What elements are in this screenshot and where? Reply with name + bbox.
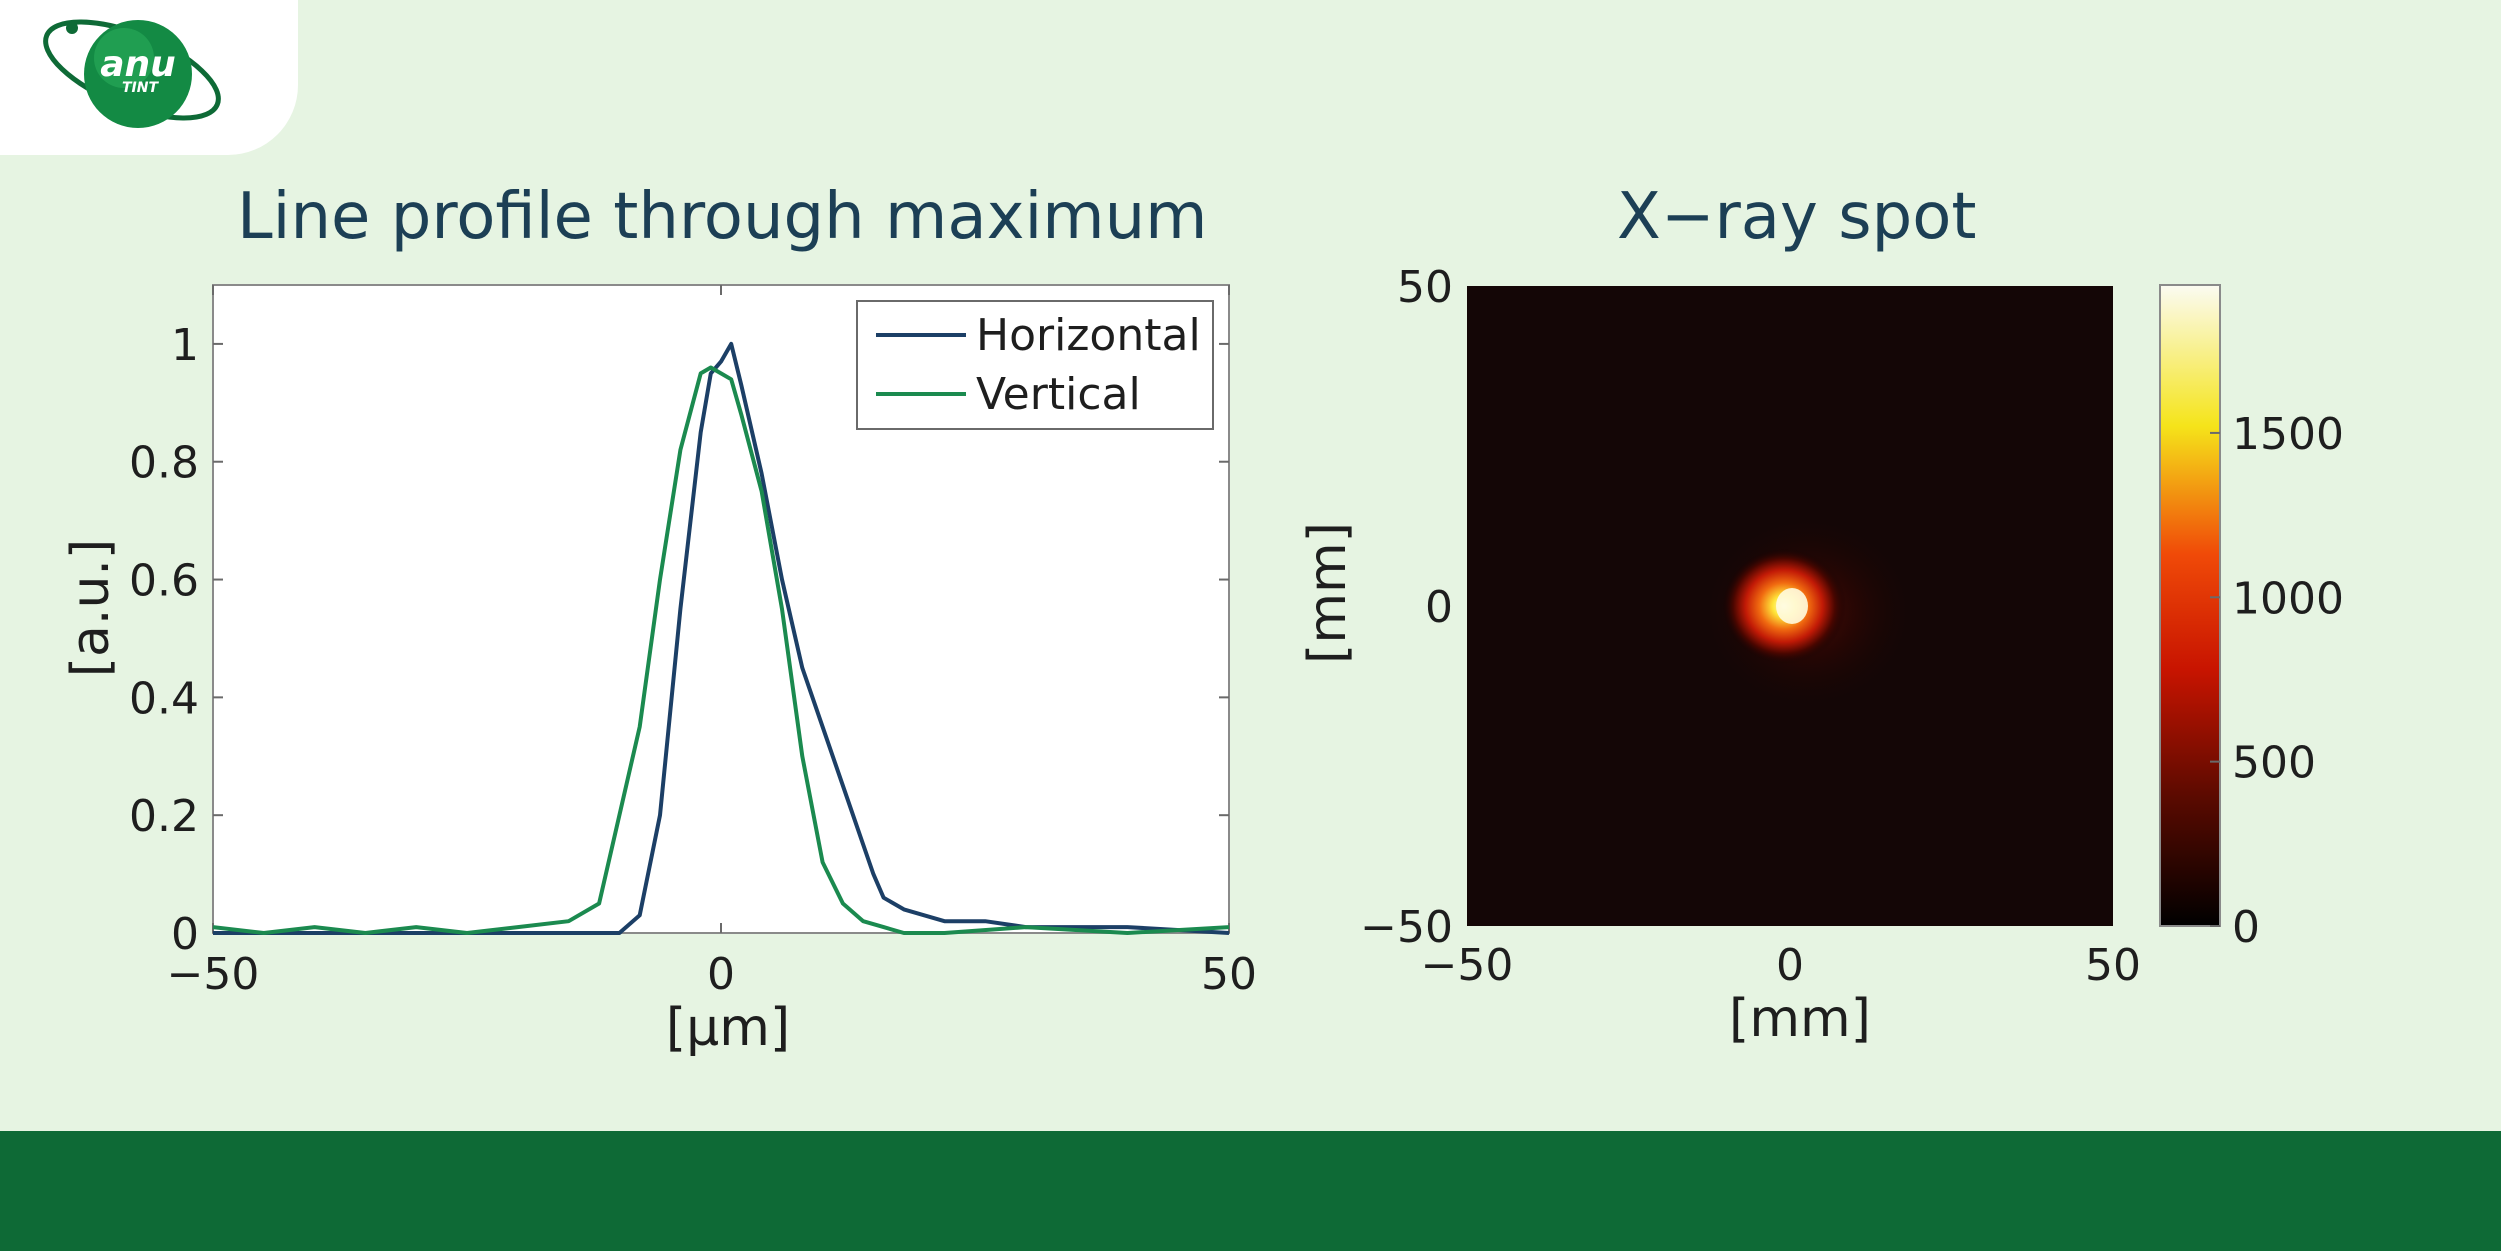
y-tick-label: 0.6 — [129, 556, 199, 607]
anu-tint-logo: anu TINT — [43, 19, 221, 128]
x-tick-label: 50 — [1201, 949, 1257, 1000]
colorbar-ticks: 0 500 1000 1500 — [2210, 409, 2344, 953]
logo-main-text: anu — [100, 44, 176, 85]
left-chart-title: Line profile through maximum — [237, 180, 1208, 254]
legend-label-vertical: Vertical — [976, 369, 1141, 420]
line-profile-chart: 00.20.40.60.81−50 0 50 [μm] [a.u.] Horizon… — [61, 284, 1257, 1058]
heatmap-x-tick-label: 50 — [2085, 940, 2141, 991]
y-tick-label: 0.2 — [129, 791, 199, 842]
x-tick-label: −50 — [167, 949, 260, 1000]
colorbar-tick-label: 1500 — [2232, 409, 2344, 460]
colorbar — [2159, 284, 2221, 927]
series-line-vertical — [212, 365, 1230, 935]
series-line-horizontal — [213, 341, 1230, 935]
heatmap-y-tick-label: −50 — [1360, 902, 1453, 953]
logo-dot — [66, 22, 78, 34]
heatmap-ylabel: [mm] — [1298, 522, 1358, 664]
right-chart-title: X−ray spot — [1617, 180, 1977, 254]
colorbar-tick-label: 0 — [2232, 902, 2260, 953]
x-tick-label: 0 — [707, 949, 735, 1000]
legend-box — [856, 300, 1214, 430]
heatmap-y-tick-label: 0 — [1425, 582, 1453, 633]
footer-band — [0, 1131, 2501, 1251]
line-plot-series — [212, 341, 1230, 935]
line-plot-ticks: 00.20.40.60.81−50 0 50 — [129, 285, 1257, 1000]
logo-sub-text: TINT — [122, 80, 159, 96]
heatmap-x-tick-label: −50 — [1421, 940, 1514, 991]
line-plot-xlabel: [μm] — [666, 998, 790, 1058]
logo-highlight — [94, 28, 154, 88]
line-plot-legend: Horizontal Vertical — [856, 300, 1214, 430]
heatmap-ticks: −50 0 50 50 0 −50 — [1360, 262, 2141, 991]
colorbar-tick-label: 500 — [2232, 738, 2316, 789]
line-plot-ylabel: [a.u.] — [61, 539, 121, 677]
heatmap-xlabel: [mm] — [1729, 989, 1871, 1049]
y-tick-label: 1 — [171, 320, 199, 371]
legend-label-horizontal: Horizontal — [976, 310, 1201, 361]
heatmap-y-tick-label: 50 — [1397, 262, 1453, 313]
colorbar-tick-label: 1000 — [2232, 573, 2344, 624]
y-tick-label: 0 — [171, 909, 199, 960]
heatmap-x-tick-label: 0 — [1776, 940, 1804, 991]
y-tick-label: 0.8 — [129, 438, 199, 489]
y-tick-label: 0.4 — [129, 673, 199, 724]
xray-spot-core — [1776, 588, 1808, 624]
